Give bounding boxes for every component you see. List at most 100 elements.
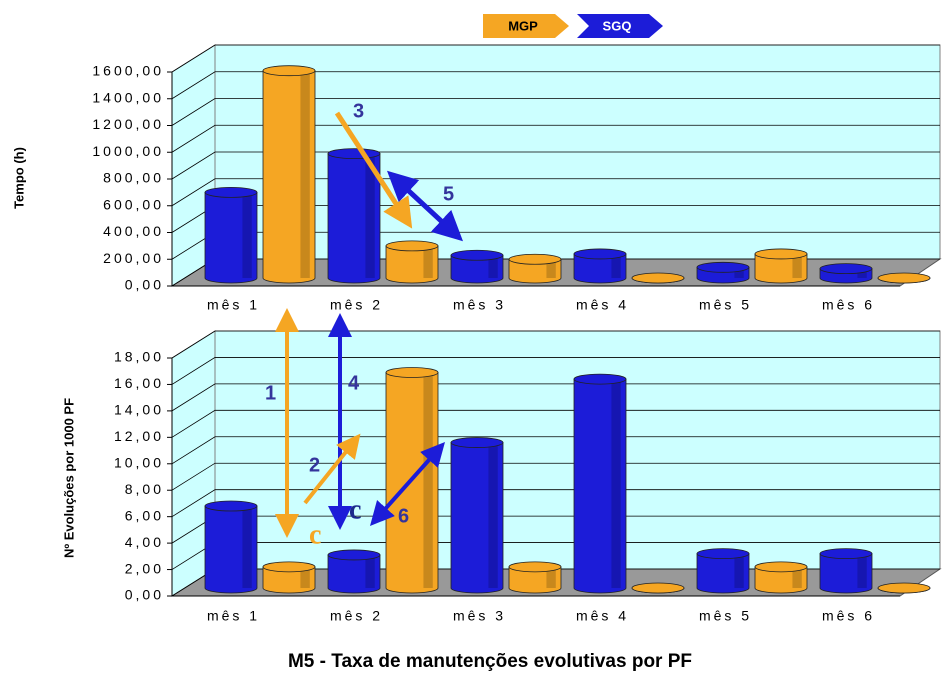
bar-shade [242,192,252,278]
y-tick-label: 200,00 [103,250,164,266]
y-tick-label: 8,00 [125,481,164,497]
bar-shade [488,255,498,278]
bar-shade [242,506,252,588]
bar [573,253,627,284]
bar-top [262,65,316,77]
grid-line [171,462,940,491]
bar-top [696,261,750,273]
bar-top [819,548,873,560]
arrow [386,170,464,242]
plot: 0,00 200,00 400,00 600,00 800,00 1000,00 1200,… [11,44,942,313]
bar-top [327,549,381,561]
grid-line [171,178,940,207]
bar-shade [792,253,802,278]
grid-line [171,330,940,359]
arrow [370,442,445,526]
y-tick-label: 0,00 [125,587,164,603]
bar [450,254,504,284]
grid-line [171,383,940,412]
grid-line [171,436,940,465]
annotation: 3 [353,100,364,122]
legend-label: SGQ [603,18,632,33]
bar-shade [734,267,744,278]
grid-line [171,44,940,73]
bar-top [508,561,562,573]
bar [696,553,750,594]
bar-top [262,561,316,573]
bar [450,442,504,594]
bar [262,70,316,284]
bar-shade [423,245,433,278]
grid-line [171,409,940,438]
y-tick-label: 1600,00 [92,63,164,79]
bar-top [204,500,258,512]
bar-shade [546,259,556,278]
bar-top [327,148,381,160]
bar-shade [857,553,867,588]
y-tick-label: 10,00 [114,454,164,470]
y-tick-label: 18,00 [114,349,164,365]
bar-shade [734,553,744,588]
arrow [303,433,361,505]
bar-shade [365,153,375,278]
bar [754,253,808,284]
bar [327,153,381,284]
y-axis-label: Tempo (h) [11,147,26,209]
x-tick-label: mês 6 [822,608,875,624]
bar-top [204,186,258,198]
bar-top [573,248,627,260]
annotations: 1 2 3 4 5 6 c c [265,100,464,550]
bar [573,378,627,594]
bar-shade [300,566,310,588]
bar [754,566,808,594]
bar [508,258,562,284]
bar-shade [546,566,556,588]
y-tick-label: 14,00 [114,402,164,418]
grid-line [171,71,940,100]
y-tick-label: 2,00 [125,560,164,576]
grid-line [171,124,940,153]
x-tick-label: mês 4 [576,608,629,624]
plot: 0,00 2,00 4,00 6,00 8,00 10,00 12,00 14,00 16,00… [61,330,942,672]
grid-line [171,98,940,126]
x-tick-label: mês 6 [822,297,875,313]
legend-swatch [483,14,569,38]
annotation: c [349,494,361,525]
y-axis-label: Nº Evoluções por 1000 PF [61,398,76,558]
charts: 0,00 200,00 400,00 600,00 800,00 1000,00 1200,… [11,44,942,672]
legend-swatch [577,14,663,38]
y-tick-label: 1400,00 [92,89,164,105]
grid-line [171,489,940,518]
bar [204,192,258,284]
x-tick-label: mês 5 [699,297,752,313]
annotation: 4 [348,372,360,394]
bar-shade [611,253,621,278]
bar [204,505,258,594]
bar [819,553,873,594]
y-tick-label: 800,00 [103,170,164,186]
x-tick-label: mês 1 [207,297,260,313]
legend-label: MGP [508,18,538,33]
bar [327,554,381,594]
bar-shade [365,554,375,588]
bar-top [573,373,627,385]
annotation: 2 [309,454,320,476]
grid-line [171,151,940,180]
y-tick-label: 1200,00 [92,116,164,132]
bar-top [450,437,504,448]
bar [385,245,439,284]
bar-top [877,582,931,594]
annotation: c [309,519,321,550]
chart-title: M5 - Taxa de manutenções evolutivas por … [288,651,692,672]
y-tick-label: 4,00 [125,534,164,550]
annotation: 1 [265,382,276,404]
bar-top [631,272,685,284]
bar-shade [611,379,621,588]
x-tick-label: mês 3 [453,608,506,624]
annotation: 5 [443,183,454,205]
bar-top [631,582,685,594]
legend: MGP SGQ [483,14,663,38]
bar-top [508,253,562,265]
x-tick-label: mês 4 [576,297,629,313]
x-tick-label: mês 5 [699,608,752,624]
